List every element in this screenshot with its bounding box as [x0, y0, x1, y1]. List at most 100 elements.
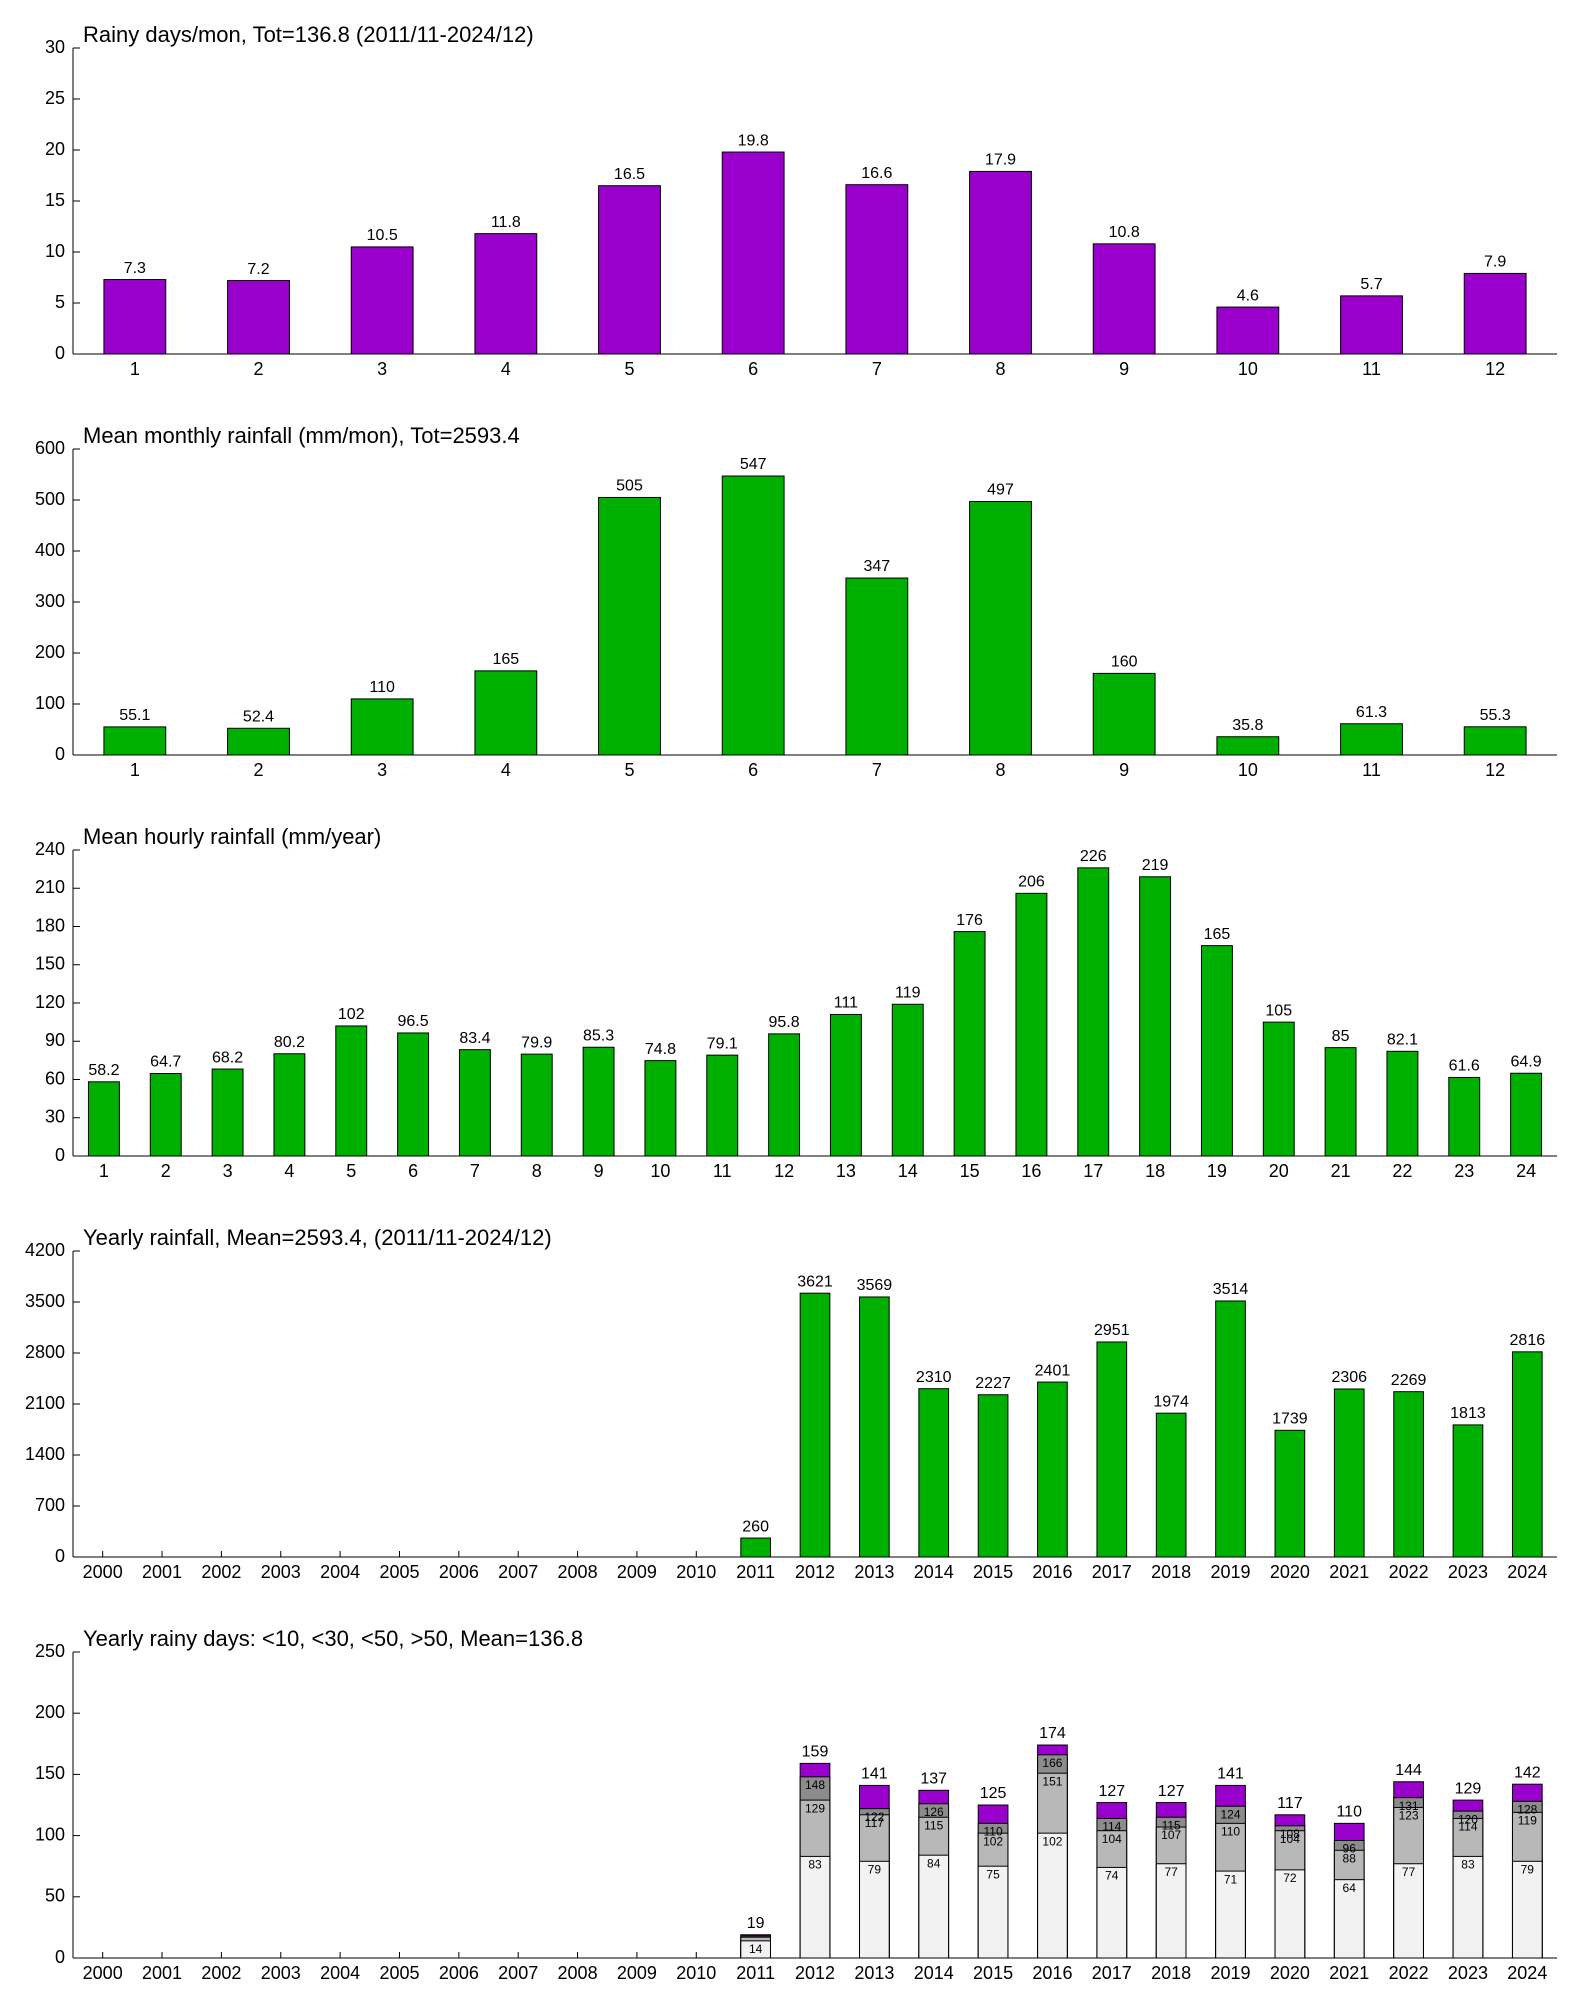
value-label: 85	[1332, 1028, 1350, 1045]
x-tick-label: 2002	[201, 1963, 241, 1983]
x-tick-label: 8	[532, 1161, 542, 1181]
y-tick-label: 150	[35, 1763, 65, 1783]
value-label: 61.3	[1356, 704, 1387, 721]
value-label: 142	[1514, 1764, 1541, 1781]
bar	[598, 185, 661, 355]
segment-label: 131	[1399, 1799, 1419, 1813]
x-tick-label: 1	[130, 760, 140, 780]
bar	[103, 726, 167, 756]
x-tick-label: 5	[624, 760, 634, 780]
x-tick-label: 12	[1485, 760, 1505, 780]
bar	[1200, 945, 1233, 1157]
bar	[1274, 1429, 1306, 1558]
value-label: 16.5	[614, 166, 645, 183]
segment-label: 75	[986, 1867, 1000, 1881]
y-tick-label: 90	[45, 1030, 65, 1050]
bar	[1015, 892, 1048, 1157]
bar	[1340, 295, 1403, 355]
x-tick-label: 2014	[914, 1562, 954, 1582]
value-label: 1813	[1450, 1405, 1486, 1422]
chart-title: Rainy days/mon, Tot=136.8 (2011/11-2024/…	[83, 22, 534, 47]
value-label: 2951	[1094, 1322, 1130, 1339]
value-label: 110	[369, 679, 395, 696]
segment-label: 114	[1458, 1820, 1477, 1834]
x-tick-label: 11	[1362, 760, 1381, 780]
y-tick-label: 250	[35, 1641, 65, 1661]
y-tick-label: 0	[55, 343, 65, 363]
bar	[397, 1032, 430, 1157]
value-label: 165	[1204, 926, 1231, 943]
value-label: 129	[1455, 1780, 1482, 1797]
y-tick-label: 210	[35, 877, 65, 897]
segment-label: 123	[1399, 1809, 1419, 1823]
value-label: 160	[1111, 654, 1138, 671]
value-label: 19.8	[738, 132, 769, 149]
segment-label: 114	[1102, 1820, 1121, 1834]
bar	[1092, 243, 1156, 355]
value-label: 35.8	[1232, 717, 1263, 734]
x-tick-label: 5	[346, 1161, 356, 1181]
value-label: 64.7	[150, 1054, 181, 1071]
x-tick-label: 2018	[1151, 1562, 1191, 1582]
bar	[1324, 1047, 1357, 1157]
segment-label: 120	[1458, 1812, 1478, 1826]
segment-label: 77	[1402, 1865, 1416, 1879]
value-label: 1739	[1272, 1411, 1308, 1428]
bar	[977, 1394, 1009, 1558]
value-label: 55.1	[119, 707, 150, 724]
y-tick-label: 500	[35, 489, 65, 509]
segment-label: 115	[924, 1818, 943, 1832]
x-tick-label: 2006	[439, 1562, 479, 1582]
value-label: 85.3	[583, 1027, 614, 1044]
y-tick-label: 400	[35, 540, 65, 560]
x-tick-label: 23	[1454, 1161, 1474, 1181]
segment-label: 72	[1283, 1871, 1297, 1885]
value-label: 125	[980, 1785, 1007, 1802]
x-tick-label: 2008	[558, 1562, 598, 1582]
x-tick-label: 2019	[1210, 1963, 1250, 1983]
bar	[598, 496, 661, 756]
value-label: 16.6	[861, 165, 892, 182]
bar	[953, 931, 986, 1157]
value-label: 4.6	[1237, 287, 1259, 304]
bar	[721, 475, 785, 756]
bar	[721, 151, 785, 355]
x-tick-label: 2001	[142, 1562, 182, 1582]
segment-label: 107	[1161, 1828, 1181, 1842]
x-tick-label: 8	[995, 760, 1005, 780]
bar	[1096, 1341, 1128, 1558]
bar	[582, 1046, 615, 1157]
bar	[227, 727, 290, 756]
bar	[1510, 1072, 1543, 1157]
x-tick-label: 2019	[1210, 1562, 1250, 1582]
x-tick-label: 2	[161, 1161, 171, 1181]
x-tick-label: 6	[408, 1161, 418, 1181]
bar-segment	[977, 1865, 1009, 1959]
y-tick-label: 100	[35, 693, 65, 713]
y-tick-label: 30	[45, 37, 65, 57]
segment-label: 74	[1105, 1869, 1119, 1883]
segment-label: 77	[1164, 1865, 1178, 1879]
bar	[706, 1054, 739, 1157]
segment-label: 79	[868, 1862, 882, 1876]
x-tick-label: 9	[594, 1161, 604, 1181]
bar	[644, 1060, 677, 1157]
chart-title: Yearly rainfall, Mean=2593.4, (2011/11-2…	[83, 1225, 552, 1250]
segment-label: 148	[805, 1778, 825, 1792]
x-tick-label: 2000	[83, 1562, 123, 1582]
chart-title: Mean monthly rainfall (mm/mon), Tot=2593…	[83, 423, 520, 448]
segment-label: 64	[1343, 1881, 1357, 1895]
x-tick-label: 15	[960, 1161, 980, 1181]
bar	[335, 1025, 368, 1157]
x-tick-label: 7	[470, 1161, 480, 1181]
segment-label: 119	[1518, 1814, 1537, 1828]
value-label: 7.9	[1484, 254, 1506, 271]
x-tick-label: 16	[1021, 1161, 1041, 1181]
y-tick-label: 0	[55, 1145, 65, 1165]
x-tick-label: 2024	[1507, 1963, 1547, 1983]
segment-label: 104	[1280, 1832, 1300, 1846]
x-tick-label: 2002	[201, 1562, 241, 1582]
value-label: 2269	[1391, 1372, 1427, 1389]
x-tick-label: 10	[1238, 359, 1258, 379]
bar	[1386, 1050, 1419, 1157]
